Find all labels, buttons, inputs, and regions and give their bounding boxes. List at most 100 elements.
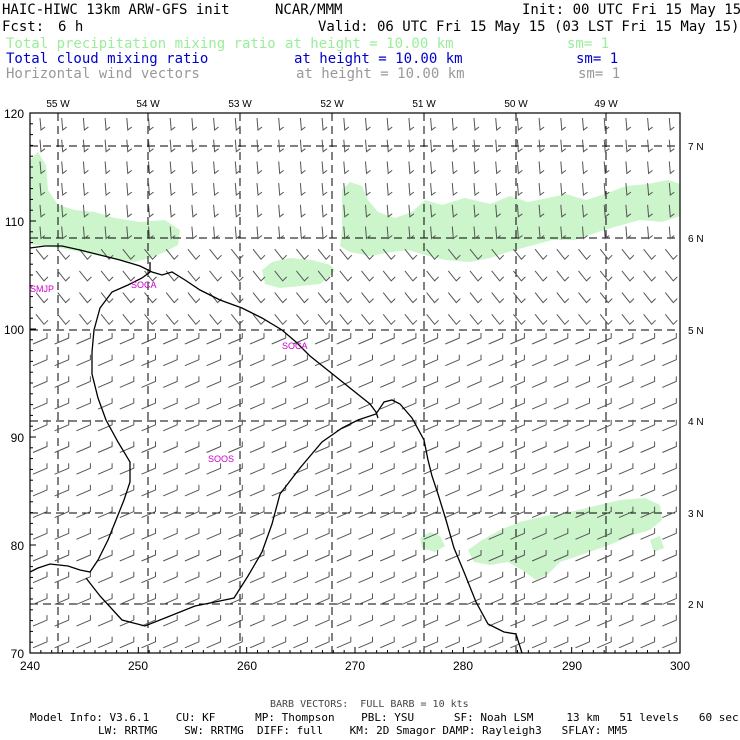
wind-barb [82, 183, 89, 197]
wind-barb [119, 528, 135, 540]
wind-barb [293, 615, 308, 627]
wind-barb [144, 248, 157, 260]
wind-barb [575, 636, 590, 649]
wind-barb [271, 398, 287, 410]
wind-barb [358, 376, 373, 388]
wind-barb [122, 292, 136, 304]
wind-barb [206, 398, 222, 410]
border-west [29, 262, 151, 573]
wind-barb [488, 419, 504, 432]
wind-barb [32, 593, 48, 605]
wind-barb [401, 571, 417, 584]
wind-barb [510, 441, 525, 453]
wind-barb [336, 398, 352, 410]
wind-barb [256, 117, 263, 131]
wind-barb [423, 528, 439, 540]
wind-barb [423, 419, 439, 432]
wind-barb [278, 139, 284, 153]
wind-barb [35, 292, 49, 304]
wind-barb [538, 117, 545, 131]
wind-barb [640, 636, 656, 649]
wind-barb [445, 506, 460, 519]
wind-barb [553, 376, 569, 388]
wind-barb [314, 550, 330, 562]
wind-barb [249, 550, 265, 562]
wind-barb [32, 571, 48, 584]
wind-barb [256, 183, 263, 197]
wind-barb [430, 226, 436, 240]
wind-barb [54, 506, 70, 519]
wind-barb [126, 117, 133, 131]
wind-barb [228, 615, 243, 627]
wind-barb [358, 484, 373, 497]
wind-barb [144, 292, 157, 304]
wind-barb [314, 398, 330, 410]
wind-barb [163, 333, 178, 345]
wind-barb [647, 183, 653, 197]
field-cloud-sm: sm= 1 [576, 51, 619, 67]
wind-barb [184, 441, 200, 453]
wind-barb [560, 204, 567, 218]
wind-barb [271, 593, 287, 605]
wind-barb [336, 636, 352, 649]
wind-barb [252, 292, 266, 304]
wind-barb [599, 270, 613, 282]
wind-barb [256, 161, 263, 175]
wind-barb [296, 292, 309, 304]
wind-barb [141, 398, 156, 410]
wind-barb [119, 333, 135, 345]
wind-barb [423, 376, 439, 388]
wind-barb [163, 419, 178, 432]
wind-barb [466, 506, 482, 519]
wind-barb [510, 463, 525, 475]
wind-barb [621, 270, 635, 282]
wind-barb [647, 161, 653, 175]
wind-barb [621, 313, 635, 326]
wind-barb [510, 484, 525, 497]
wind-barb [97, 593, 113, 605]
wind-barb [534, 292, 548, 304]
wind-barb [299, 161, 306, 175]
wind-barb [531, 376, 547, 388]
wind-barb [339, 270, 353, 282]
wind-barb [314, 354, 330, 367]
wind-barb [488, 615, 504, 627]
wind-barb [299, 226, 306, 240]
wind-barb [625, 161, 632, 175]
wind-barb [57, 292, 71, 304]
wind-barb [97, 441, 113, 453]
wind-barb [104, 117, 111, 131]
wind-barb [445, 419, 460, 432]
wind-barb [380, 333, 395, 345]
wind-barb [293, 484, 308, 497]
wind-barb [54, 354, 70, 367]
wind-barb [510, 354, 525, 367]
wind-barb [119, 484, 135, 497]
wind-barb [104, 226, 111, 240]
wind-barb [293, 571, 308, 584]
wind-barb [361, 270, 374, 282]
wind-barb [163, 398, 178, 410]
wind-barb [578, 313, 591, 326]
wind-barb [97, 398, 113, 410]
wind-barb [249, 376, 265, 388]
wind-barb [386, 226, 393, 240]
wind-barb [39, 204, 46, 218]
wind-barb [184, 571, 200, 584]
wind-barb [430, 183, 436, 197]
wind-barb [336, 593, 352, 605]
wind-barb [163, 484, 178, 497]
wind-barb [618, 484, 634, 497]
wind-barb [423, 593, 439, 605]
wind-barb [426, 270, 439, 282]
wind-barb [343, 117, 350, 131]
wind-barb [510, 528, 525, 540]
wind-barb [163, 506, 178, 519]
wind-barb [293, 333, 308, 345]
wind-barb [314, 636, 330, 649]
wind-barb [531, 441, 547, 453]
wind-barb [404, 270, 418, 282]
wind-barb [597, 506, 612, 519]
wind-barb [575, 419, 590, 432]
wind-barb [597, 398, 612, 410]
